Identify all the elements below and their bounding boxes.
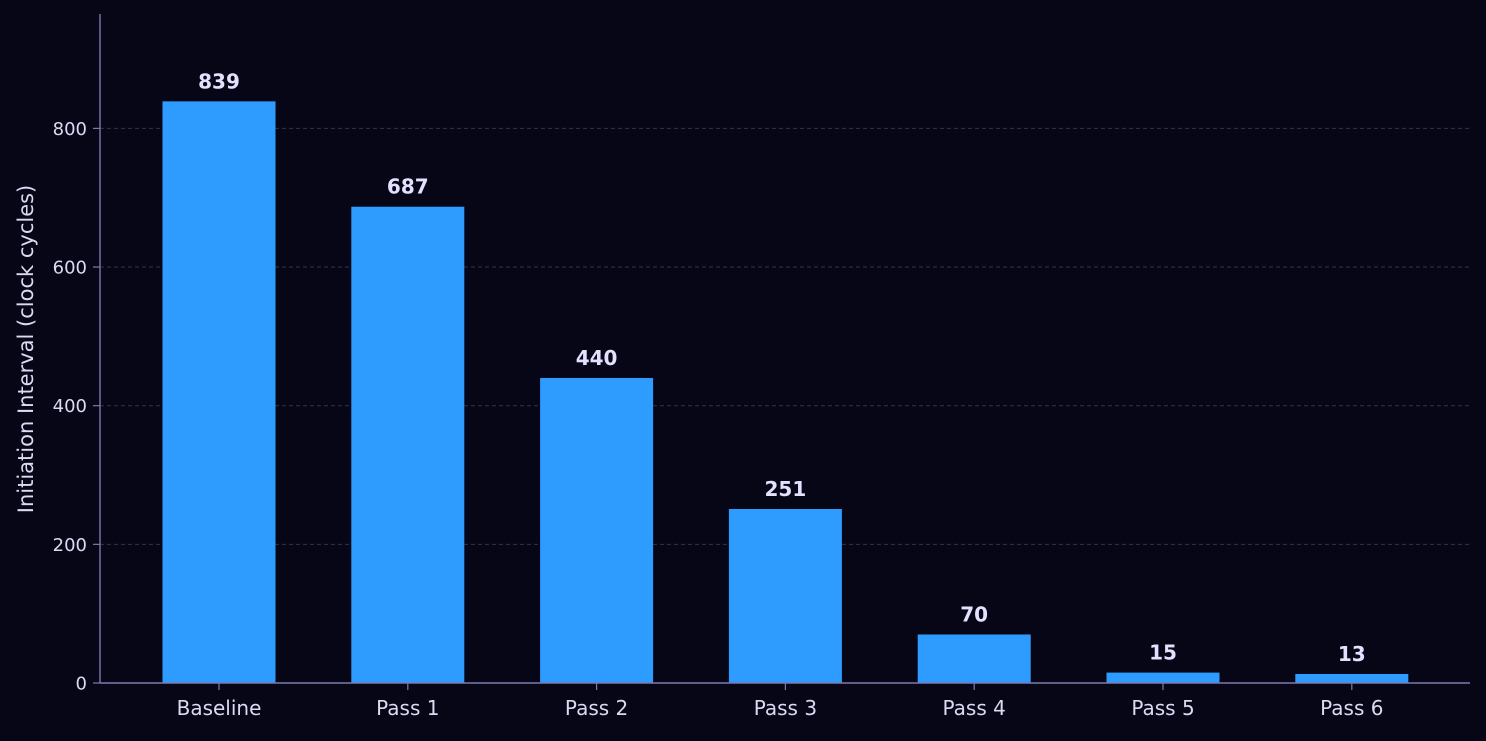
x-tick-label: Pass 6 [1320, 696, 1383, 720]
bar-pass-5 [1106, 672, 1220, 683]
bar-baseline [162, 101, 276, 683]
bar-value-label: 687 [387, 175, 429, 199]
y-axis-label: Initiation Interval (clock cycles) [14, 185, 38, 513]
y-tick-label: 400 [53, 396, 87, 417]
x-tick-label: Pass 4 [943, 696, 1006, 720]
bar-pass-3 [728, 508, 842, 683]
x-tick-label: Pass 2 [565, 696, 628, 720]
x-tick-label: Pass 1 [376, 696, 439, 720]
bar-value-label: 15 [1149, 641, 1177, 665]
x-tick-label: Baseline [177, 696, 262, 720]
bar-value-label: 13 [1338, 642, 1366, 666]
bar-value-label: 440 [576, 346, 618, 370]
y-tick-label: 200 [53, 535, 87, 556]
bar-value-label: 251 [765, 477, 807, 501]
bar-pass-4 [917, 634, 1031, 683]
x-tick-label: Pass 5 [1131, 696, 1194, 720]
y-tick-label: 600 [53, 258, 87, 279]
bar-value-label: 70 [960, 602, 988, 626]
bar-value-label: 839 [198, 69, 240, 93]
y-tick-label: 0 [76, 674, 87, 695]
bar-pass-2 [540, 377, 654, 683]
bar-pass-6 [1295, 673, 1409, 683]
y-tick-label: 800 [53, 119, 87, 140]
bar-pass-1 [351, 206, 465, 683]
x-tick-label: Pass 3 [754, 696, 817, 720]
